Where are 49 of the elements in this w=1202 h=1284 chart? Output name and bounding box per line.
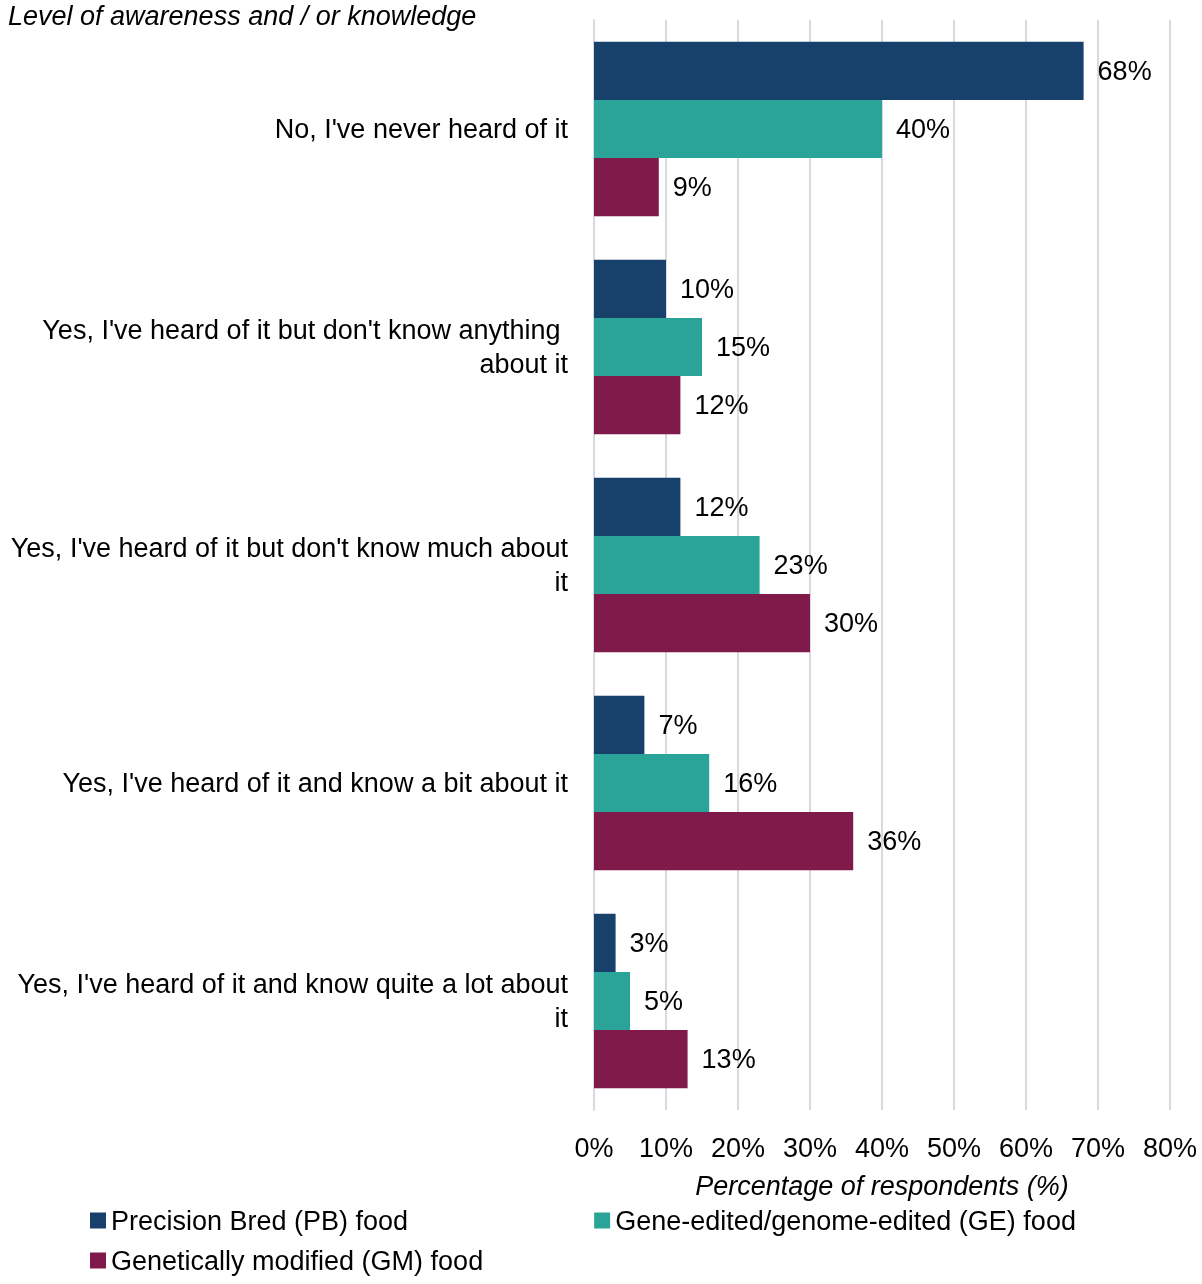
data-label: 7% — [658, 709, 698, 740]
x-tick-label: 40% — [854, 1132, 910, 1163]
data-label: 16% — [723, 768, 778, 798]
data-label: 30% — [824, 608, 879, 639]
bar — [594, 259, 666, 318]
bar — [594, 158, 659, 217]
data-label: 12% — [694, 491, 749, 522]
bar — [594, 971, 630, 1031]
y-axis-title: Level of awareness and / or knowledge — [8, 0, 477, 31]
y-tick-label: Yes, I've heard of it but don't know much about it — [10, 533, 569, 597]
bar — [594, 477, 681, 536]
data-label: 10% — [680, 273, 735, 304]
bar — [594, 594, 810, 653]
data-label: 23% — [773, 550, 828, 580]
x-tick-label: 30% — [782, 1132, 838, 1163]
x-tick-label: 50% — [926, 1132, 982, 1163]
legend-label: Genetically modified (GM) food — [111, 1245, 484, 1276]
bar — [594, 376, 681, 435]
x-axis-title: Percentage of respondents (%) — [695, 1170, 1069, 1201]
y-tick-label: Yes, I've heard of it and know quite a lot about it — [17, 969, 569, 1033]
x-tick-label: 0% — [574, 1132, 614, 1163]
y-tick-label: Yes, I've heard of it but don't know anything about it — [42, 315, 569, 379]
bar — [594, 99, 882, 159]
bar — [594, 317, 702, 377]
bar — [594, 753, 710, 813]
data-label: 15% — [716, 332, 771, 362]
bar — [594, 695, 645, 754]
x-tick-label: 20% — [710, 1132, 766, 1163]
x-tick-label: 10% — [638, 1132, 694, 1163]
data-label: 68% — [1097, 55, 1152, 86]
data-label: 5% — [644, 986, 684, 1016]
bar — [594, 1030, 688, 1089]
data-label: 36% — [867, 826, 922, 857]
bar — [594, 535, 760, 595]
y-tick-label: No, I've never heard of it — [274, 114, 569, 144]
y-tick-label: Yes, I've heard of it and know a bit about it — [62, 768, 569, 798]
legend-label: Gene-edited/genome-edited (GE) food — [615, 1205, 1076, 1236]
data-label: 12% — [694, 390, 749, 421]
data-label: 40% — [896, 114, 951, 144]
data-label: 3% — [629, 927, 669, 958]
x-tick-label: 70% — [1070, 1132, 1126, 1163]
x-tick-label: 60% — [998, 1132, 1054, 1163]
data-label: 9% — [672, 172, 712, 203]
legend-label: Precision Bred (PB) food — [111, 1205, 409, 1236]
x-tick-label: 80% — [1142, 1132, 1198, 1163]
data-label: 13% — [701, 1044, 756, 1075]
bar — [594, 913, 616, 972]
bar — [594, 41, 1084, 100]
bar — [594, 812, 854, 871]
